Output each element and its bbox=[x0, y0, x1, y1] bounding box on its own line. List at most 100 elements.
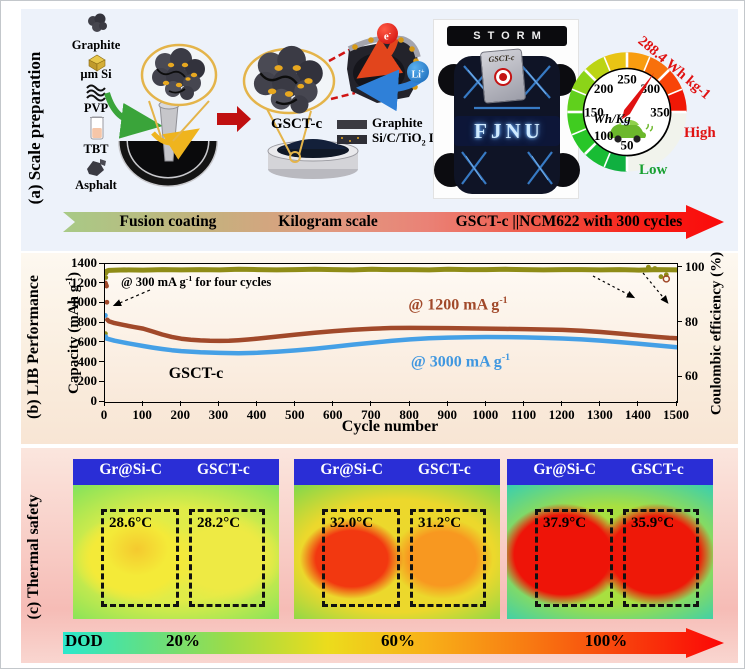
thermal-header: Gr@Si-C GSCT-c bbox=[294, 459, 500, 485]
x-axis-title: Cycle number bbox=[341, 418, 439, 435]
green-arrow bbox=[104, 92, 163, 139]
gauge-tick bbox=[603, 56, 611, 72]
thermal-image-100: Gr@Si-C GSCT-c 37.9°C 35.9°C bbox=[507, 459, 713, 619]
gauge-tick bbox=[603, 152, 611, 168]
dod-20: 20% bbox=[166, 631, 200, 650]
legend-swatch-sictio2 bbox=[337, 135, 367, 144]
series-point-coulombic-efficiency bbox=[105, 270, 109, 276]
cycling-series bbox=[105, 264, 677, 356]
gauge-low-label: Low bbox=[639, 162, 668, 178]
particle-cross-section bbox=[347, 35, 428, 112]
gauge-unit-label: Wh/Kg bbox=[593, 111, 631, 126]
annotation-arrow-initial bbox=[112, 289, 151, 306]
gauge-arc bbox=[571, 128, 596, 155]
car-led-text: FJNU bbox=[454, 116, 560, 146]
gauge-tick bbox=[584, 142, 597, 155]
temperature-value: 28.6°C bbox=[109, 515, 153, 531]
panel-b-label: (b) LIB Performance bbox=[25, 275, 42, 419]
step-full-cell: GSCT-c ||NCM622 with 300 cycles bbox=[455, 213, 683, 230]
pvp-icon bbox=[86, 84, 106, 102]
cell-label-gsctc: GSCT-c bbox=[417, 461, 471, 478]
gauge-arc bbox=[571, 69, 596, 96]
legend-swatch-graphite bbox=[337, 120, 367, 129]
gauge-car-icon bbox=[609, 119, 653, 143]
product-label: GSCT-c bbox=[271, 116, 323, 132]
step-fusion-coating: Fusion coating bbox=[119, 213, 217, 230]
car-battery: GSCT-c bbox=[479, 48, 527, 104]
temperature-value: 35.9°C bbox=[631, 515, 675, 531]
y2-axis-title: Coulombic efficiency (%) bbox=[708, 251, 725, 416]
gauge-tick bbox=[584, 69, 597, 82]
material-label: PVP bbox=[83, 101, 109, 115]
preparation-schematic bbox=[104, 35, 428, 187]
cell-label-grsic: Gr@Si-C bbox=[99, 461, 162, 478]
cell-label-gsctc: GSCT-c bbox=[196, 461, 250, 478]
rc-car-photo: STORM GSCT-c FJNU bbox=[433, 19, 580, 199]
series-point-capacity-1200 bbox=[105, 299, 110, 305]
cell-label-grsic: Gr@Si-C bbox=[320, 461, 383, 478]
gauge-number: 200 bbox=[594, 81, 614, 96]
y-axis-title: Capacity (mAh g-1) bbox=[65, 272, 82, 394]
gauge-tick bbox=[571, 128, 587, 136]
gauge-arc bbox=[584, 143, 611, 168]
cell-outline-left: 32.0°C bbox=[322, 509, 400, 607]
gauge-arc bbox=[584, 56, 611, 81]
gauge-number: 50 bbox=[621, 138, 634, 153]
thermal-image-60: Gr@Si-C GSCT-c 32.0°C 31.2°C bbox=[294, 459, 500, 619]
temperature-value: 37.9°C bbox=[543, 515, 587, 531]
dod-gradient-arrow bbox=[63, 628, 724, 658]
sample-label: GSCT-c bbox=[168, 365, 224, 382]
series-point-coulombic-efficiency bbox=[105, 275, 109, 280]
material-label: TBT bbox=[83, 142, 109, 156]
gauge-tick bbox=[571, 88, 587, 96]
thermal-header: Gr@Si-C GSCT-c bbox=[73, 459, 279, 485]
annotation-1200: @ 1200 mA g-1 bbox=[408, 295, 508, 314]
cell-label-gsctc: GSCT-c bbox=[630, 461, 684, 478]
series-point-coulombic-efficiency bbox=[646, 264, 651, 270]
series-point-capacity-3000 bbox=[105, 334, 109, 340]
gauge-arc bbox=[567, 89, 587, 113]
material-label: Graphite bbox=[71, 38, 121, 52]
annotation-arrow-ce-1 bbox=[592, 275, 636, 299]
series-point-coulombic-efficiency bbox=[652, 266, 658, 271]
car-spoiler: STORM bbox=[447, 26, 567, 46]
gauge-arc bbox=[626, 52, 650, 72]
cell-outline-left: 28.6°C bbox=[101, 509, 179, 607]
lithium-ion-badge: Li+ bbox=[407, 61, 429, 83]
cell-outline-right: 28.2°C bbox=[189, 509, 265, 607]
rc-car-drawing bbox=[434, 56, 580, 194]
process-arrow bbox=[217, 106, 251, 132]
gauge-tick bbox=[643, 56, 651, 72]
thermal-header: Gr@Si-C GSCT-c bbox=[507, 459, 713, 485]
asphalt-icon bbox=[87, 159, 106, 176]
battery-label: GSCT-c bbox=[488, 52, 515, 65]
series-point-coulombic-efficiency bbox=[658, 274, 664, 280]
graphite-icon bbox=[88, 13, 107, 32]
gauge-arc bbox=[667, 89, 687, 113]
cell-outline-left: 37.9°C bbox=[535, 509, 613, 607]
electron-badge: e- bbox=[377, 23, 398, 44]
gauge-number: 150 bbox=[584, 105, 604, 120]
material-label: µm Si bbox=[80, 67, 112, 81]
thermal-body: 37.9°C 35.9°C bbox=[507, 485, 713, 619]
cycling-plot bbox=[104, 263, 678, 403]
dashed-connector bbox=[330, 91, 356, 101]
gauge-tick bbox=[657, 69, 670, 82]
gauge-arc bbox=[567, 111, 587, 135]
gauge-number: 100 bbox=[594, 128, 614, 143]
legend-label-graphite: Graphite bbox=[372, 115, 423, 130]
dod-100: 100% bbox=[584, 631, 628, 650]
annotation-3000: @ 3000 mA g-1 bbox=[410, 352, 511, 371]
silicon-icon bbox=[88, 54, 106, 72]
step-kilogram-scale: Kilogram scale bbox=[278, 213, 378, 230]
dod-label: DOD bbox=[65, 631, 103, 650]
temperature-value: 28.2°C bbox=[197, 515, 241, 531]
temperature-value: 31.2°C bbox=[418, 515, 462, 531]
tbt-icon bbox=[90, 116, 104, 140]
cell-outline-right: 31.2°C bbox=[410, 509, 486, 607]
gauge-needle bbox=[621, 72, 655, 120]
annotation-initial-rate: @ 300 mA g-1 for four cycles bbox=[121, 274, 272, 290]
gauge-arc bbox=[604, 152, 628, 172]
